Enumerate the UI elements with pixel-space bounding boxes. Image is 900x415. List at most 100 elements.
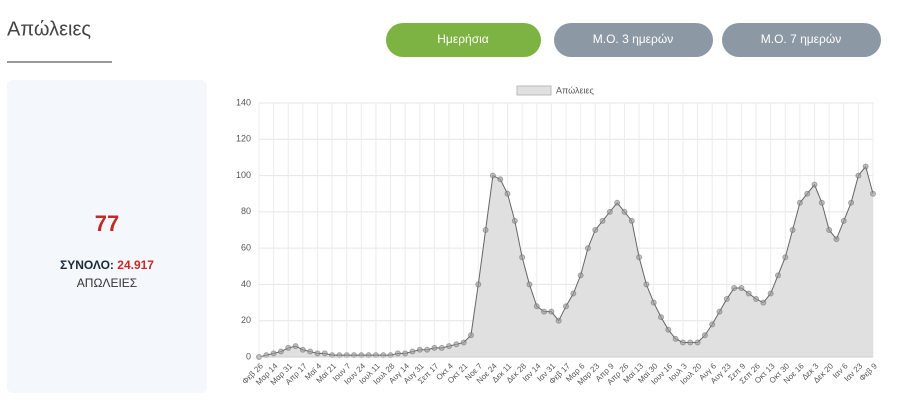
- point: [665, 326, 672, 333]
- point: [329, 352, 336, 359]
- point: [687, 339, 694, 346]
- point: [782, 254, 789, 261]
- point: [533, 303, 540, 310]
- point: [833, 236, 840, 243]
- point: [394, 350, 401, 357]
- point: [753, 295, 760, 302]
- y-tick-label: 20: [241, 315, 251, 325]
- button-label[interactable]: Ημερήσια: [437, 32, 489, 46]
- point: [840, 217, 847, 224]
- page-title: Απώλειες: [7, 18, 91, 40]
- unit-label: ΑΠΩΛΕΙΕΣ: [77, 276, 137, 290]
- point: [270, 350, 277, 357]
- point: [453, 341, 460, 348]
- point: [519, 254, 526, 261]
- point: [548, 308, 555, 315]
- y-tick-label: 80: [241, 206, 251, 216]
- point: [621, 208, 628, 215]
- point: [701, 332, 708, 339]
- point: [285, 344, 292, 351]
- point: [351, 352, 358, 359]
- y-tick-label: 60: [241, 243, 251, 253]
- point: [438, 344, 445, 351]
- button-label[interactable]: Μ.Ο. 3 ημερών: [593, 32, 673, 46]
- area: [259, 166, 873, 357]
- point: [277, 348, 284, 355]
- point: [387, 352, 394, 359]
- point: [584, 245, 591, 252]
- legend-swatch: [516, 85, 552, 96]
- point: [723, 295, 730, 302]
- point: [497, 176, 504, 183]
- point: [577, 272, 584, 279]
- point: [475, 281, 482, 288]
- point: [292, 343, 299, 350]
- today-value: 77: [95, 211, 119, 236]
- point: [862, 163, 869, 170]
- point: [738, 285, 745, 292]
- point: [343, 352, 350, 359]
- point: [402, 350, 409, 357]
- point: [614, 199, 621, 206]
- point: [299, 346, 306, 353]
- total-value: 24.917: [117, 258, 154, 272]
- point: [482, 227, 489, 233]
- point: [570, 290, 577, 297]
- y-tick-label: 100: [236, 170, 251, 180]
- point: [789, 227, 796, 233]
- point: [526, 281, 533, 288]
- point: [694, 339, 701, 346]
- button-label[interactable]: Μ.Ο. 7 ημερών: [761, 32, 841, 46]
- point: [314, 350, 321, 357]
- point: [563, 303, 569, 310]
- point: [650, 299, 657, 306]
- point: [636, 254, 643, 261]
- point: [431, 344, 438, 351]
- point: [365, 352, 372, 359]
- point: [321, 350, 328, 357]
- point: [767, 290, 774, 297]
- point: [511, 217, 518, 224]
- point: [643, 281, 650, 288]
- point: [358, 352, 365, 359]
- total-line: ΣΥΝΟΛΟ: 24.917: [60, 258, 154, 272]
- point: [774, 272, 781, 279]
- button-avg7[interactable]: [722, 23, 881, 57]
- y-tick-label: 140: [236, 97, 251, 107]
- point: [424, 346, 431, 353]
- y-tick-label: 0: [246, 351, 251, 361]
- point: [679, 339, 686, 346]
- point: [796, 199, 803, 206]
- point: [372, 352, 379, 359]
- point: [731, 285, 738, 292]
- point: [745, 290, 752, 297]
- total-label: ΣΥΝΟΛΟ:: [60, 258, 114, 272]
- button-daily[interactable]: [386, 23, 541, 57]
- point: [709, 321, 716, 328]
- point: [716, 308, 723, 315]
- point: [855, 172, 862, 179]
- point: [672, 335, 679, 342]
- summary-panel: [7, 80, 207, 393]
- point: [811, 181, 818, 188]
- y-tick-label: 120: [236, 134, 251, 144]
- point: [760, 299, 767, 306]
- point: [826, 227, 833, 233]
- point: [658, 314, 665, 321]
- point: [307, 348, 314, 355]
- point: [606, 208, 613, 215]
- point: [263, 352, 270, 359]
- point: [628, 217, 635, 224]
- point: [467, 332, 474, 339]
- button-avg3[interactable]: [554, 23, 713, 57]
- point: [541, 308, 548, 315]
- point: [555, 317, 562, 324]
- point: [504, 190, 511, 197]
- point: [380, 352, 387, 359]
- point: [818, 199, 825, 206]
- point: [804, 190, 811, 197]
- point: [416, 346, 423, 353]
- point: [446, 343, 453, 350]
- y-tick-label: 40: [241, 279, 251, 289]
